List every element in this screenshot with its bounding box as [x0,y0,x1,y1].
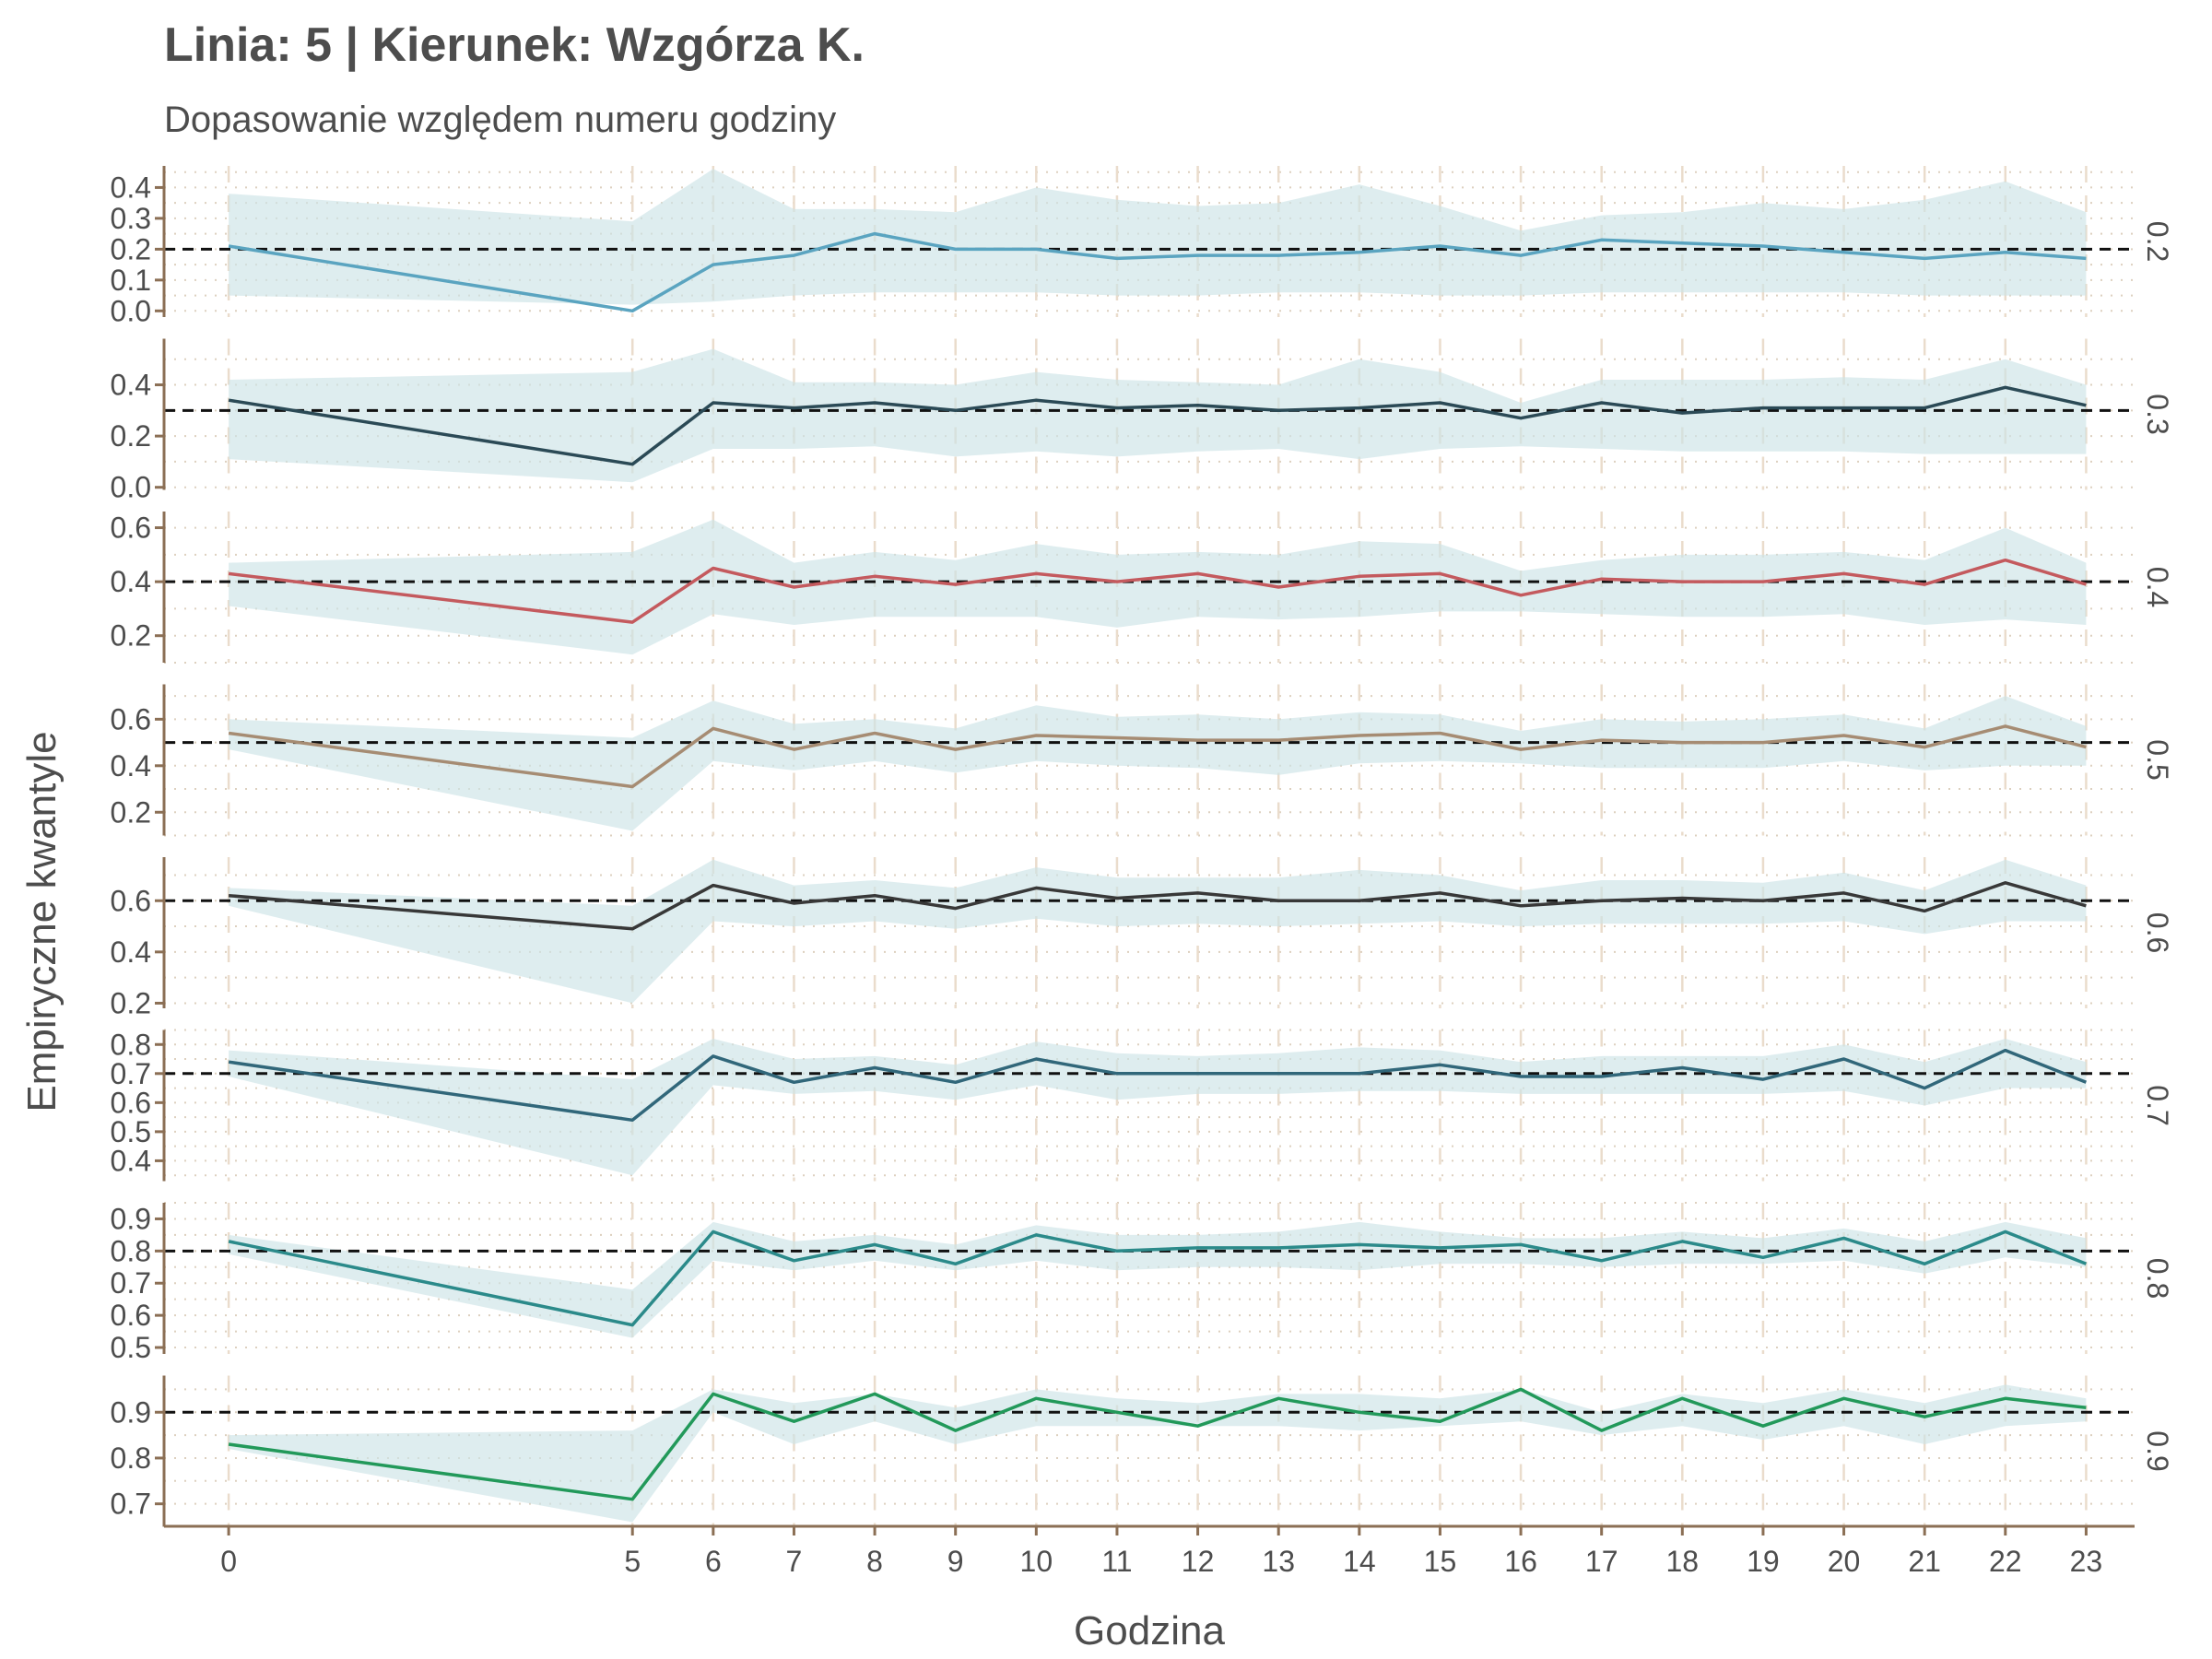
band-0.9 [229,1384,2087,1523]
series-line-0.4 [228,558,2087,624]
band-0.2 [229,169,2087,305]
x-tick-label: 14 [1343,1545,1376,1578]
series-line-0.3 [228,385,2087,466]
chart-title: Linia: 5 | Kierunek: Wzgórza K. [164,18,865,72]
series-line-0.9 [228,1387,2087,1501]
series-line-0.7 [228,1048,2088,1123]
y-tick-label: 0.6 [111,702,151,735]
facet-0.3: 0.0 0.2 0.4 0.3 [111,338,2174,504]
y-tick-label: 0.1 [111,264,151,297]
y-tick-label: 0.7 [111,1488,151,1521]
y-tick-label: 0.3 [111,202,151,235]
y-tick-label: 0.6 [111,884,151,917]
facet-0.9: 0.7 0.8 0.9 0.9 [111,1375,2174,1528]
facet-0.4: 0.2 0.4 0.6 0.4 [111,512,2174,664]
facet-0.6: 0.2 0.4 0.6 0.6 [111,857,2174,1019]
y-tick-label: 0.8 [111,1441,151,1475]
x-tick-label: 20 [1828,1545,1861,1578]
band-0.4 [229,519,2087,655]
strip-label: 0.7 [2141,1085,2174,1125]
series-line-0.6 [228,881,2087,931]
y-tick-label: 0.2 [111,232,151,265]
band-0.6 [229,859,2087,1004]
series-line-0.5 [228,724,2087,789]
y-tick-label: 0.7 [111,1266,151,1300]
x-tick-label: 6 [705,1545,722,1578]
x-tick-label: 19 [1747,1545,1780,1578]
chart-subtitle: Dopasowanie względem numeru godziny [164,100,836,140]
strip-label: 0.9 [2141,1430,2174,1471]
y-tick-label: 0.0 [111,294,151,327]
y-tick-label: 0.6 [111,512,151,545]
x-tick-label: 23 [2070,1545,2103,1578]
y-tick-label: 0.2 [111,986,151,1019]
x-tick-label: 11 [1101,1545,1132,1578]
y-tick-label: 0.4 [111,171,151,204]
y-tick-label: 0.6 [111,1086,151,1119]
strip-label: 0.5 [2141,739,2174,780]
y-tick-label: 0.7 [111,1057,151,1090]
band-0.3 [229,348,2087,483]
y-tick-label: 0.4 [111,369,151,402]
strip-label: 0.8 [2141,1258,2174,1299]
y-tick-label: 0.5 [111,1115,151,1148]
x-tick-label: 22 [1989,1545,2022,1578]
facet-0.2: 0.00.10.20.30.40.2 [111,166,2174,327]
x-axis: 0 5 6 7 8 9 10 11 12 13 14 15 16 17 18 19 20 21 22 23 [164,1524,2135,1578]
y-tick-label: 0.2 [111,795,151,829]
y-tick-label: 0.4 [111,565,151,598]
x-tick-label: 21 [1908,1545,1941,1578]
x-tick-label: 5 [624,1545,641,1578]
x-tick-label: 8 [866,1545,883,1578]
x-tick-label: 10 [1020,1545,1053,1578]
facet-0.5: 0.2 0.4 0.6 0.5 [111,684,2174,837]
y-tick-label: 0.8 [111,1234,151,1267]
x-tick-label: 15 [1424,1545,1457,1578]
x-tick-label: 7 [786,1545,803,1578]
strip-label: 0.6 [2141,912,2174,953]
band-0.7 [229,1039,2087,1176]
y-tick-label: 0.9 [111,1202,151,1235]
x-tick-label: 13 [1262,1545,1295,1578]
x-tick-label: 16 [1504,1545,1537,1578]
y-tick-label: 0.9 [111,1395,151,1429]
y-tick-label: 0.2 [111,619,151,653]
y-tick-label: 0.5 [111,1331,151,1364]
y-tick-label: 0.4 [111,1144,151,1177]
y-tick-label: 0.8 [111,1028,151,1061]
x-tick-label: 9 [947,1545,964,1578]
x-tick-label: 18 [1666,1545,1700,1578]
y-tick-label: 0.4 [111,935,151,969]
y-tick-label: 0.4 [111,749,151,782]
x-tick-label: 0 [220,1545,237,1578]
strip-label: 0.4 [2141,567,2174,607]
series-line-0.2 [228,231,2087,313]
facet-0.8: 0.50.60.70.80.90.8 [111,1202,2174,1364]
y-axis-label: Empiryczne kwantyle [19,731,65,1112]
band-0.5 [229,696,2087,831]
y-tick-label: 0.6 [111,1299,151,1332]
strip-label: 0.3 [2141,394,2174,434]
x-tick-label: 17 [1585,1545,1618,1578]
facet-0.7: 0.40.50.60.70.80.7 [111,1028,2174,1182]
x-axis-label: Godzina [1074,1608,1225,1653]
facet-panels: 0.00.10.20.30.40.20.00.20.40.30.20.40.60… [111,166,2174,1528]
y-tick-label: 0.0 [111,471,151,504]
series-line-0.8 [228,1230,2088,1327]
x-tick-label: 12 [1182,1545,1215,1578]
strip-label: 0.2 [2141,221,2174,262]
y-tick-label: 0.2 [111,419,151,453]
band-0.8 [229,1221,2087,1338]
